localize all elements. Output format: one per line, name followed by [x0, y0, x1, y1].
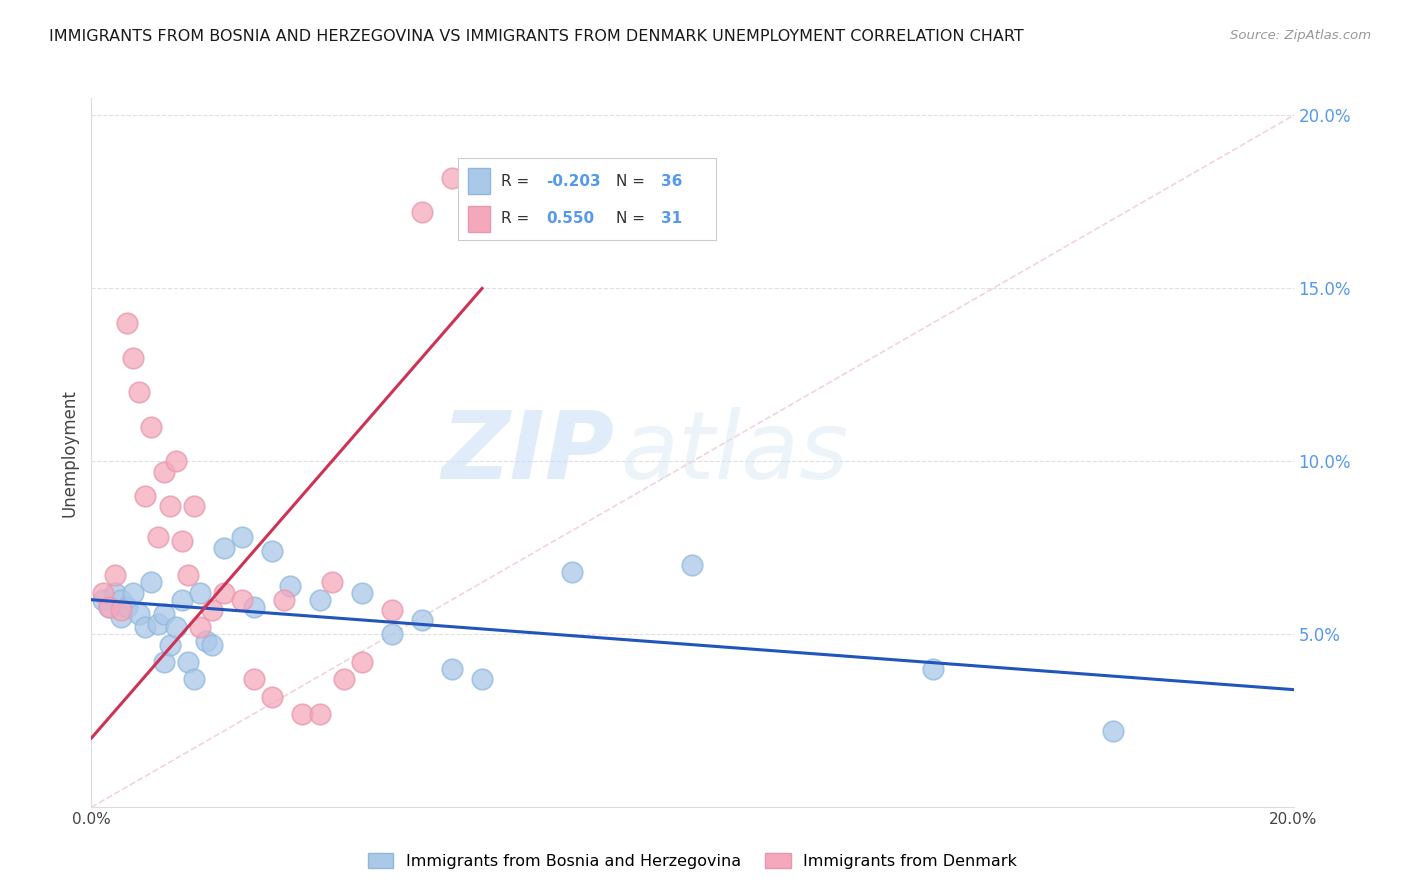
Point: [165, 454, 187, 468]
Text: ZIP: ZIP: [441, 407, 614, 499]
Point: [159, 500, 181, 514]
Point: [1102, 724, 1125, 739]
Point: [146, 616, 169, 631]
Point: [308, 592, 330, 607]
Point: [188, 586, 211, 600]
Point: [201, 638, 224, 652]
Point: [350, 655, 373, 669]
Text: N =: N =: [616, 211, 650, 227]
Point: [93, 586, 115, 600]
Text: 0.550: 0.550: [546, 211, 595, 227]
Point: [104, 586, 127, 600]
Point: [176, 655, 198, 669]
Point: [242, 673, 264, 687]
Point: [152, 655, 174, 669]
Point: [183, 673, 205, 687]
Point: [110, 592, 132, 607]
Text: IMMIGRANTS FROM BOSNIA AND HERZEGOVINA VS IMMIGRANTS FROM DENMARK UNEMPLOYMENT C: IMMIGRANTS FROM BOSNIA AND HERZEGOVINA V…: [49, 29, 1024, 44]
Point: [922, 662, 945, 676]
Point: [134, 489, 156, 503]
Point: [170, 592, 193, 607]
Point: [104, 568, 127, 582]
Point: [291, 706, 314, 721]
Point: [381, 603, 404, 617]
Text: -0.203: -0.203: [546, 174, 600, 189]
Point: [212, 586, 235, 600]
Text: 31: 31: [661, 211, 682, 227]
Point: [561, 565, 583, 579]
Legend: Immigrants from Bosnia and Herzegovina, Immigrants from Denmark: Immigrants from Bosnia and Herzegovina, …: [361, 847, 1024, 875]
Point: [440, 662, 463, 676]
Point: [152, 465, 174, 479]
Point: [117, 599, 139, 614]
Point: [188, 620, 211, 634]
Point: [134, 620, 156, 634]
Point: [260, 544, 283, 558]
Point: [117, 316, 139, 330]
Point: [201, 603, 224, 617]
Point: [141, 575, 163, 590]
Point: [183, 500, 205, 514]
Point: [440, 170, 463, 185]
Point: [242, 599, 264, 614]
Point: [98, 599, 121, 614]
Text: R =: R =: [501, 211, 538, 227]
Point: [278, 579, 301, 593]
Point: [471, 673, 494, 687]
Point: [110, 610, 132, 624]
Point: [146, 531, 169, 545]
Point: [194, 634, 217, 648]
Point: [122, 586, 145, 600]
Point: [170, 533, 193, 548]
Point: [141, 419, 163, 434]
Text: N =: N =: [616, 174, 650, 189]
Point: [411, 614, 433, 628]
Point: [231, 592, 253, 607]
Point: [159, 638, 181, 652]
Point: [128, 607, 150, 621]
Point: [231, 531, 253, 545]
Point: [333, 673, 356, 687]
Bar: [468, 169, 491, 194]
Point: [321, 575, 343, 590]
Point: [128, 385, 150, 400]
Point: [176, 568, 198, 582]
Point: [308, 706, 330, 721]
Text: atlas: atlas: [620, 407, 849, 499]
Point: [122, 351, 145, 365]
Point: [381, 627, 404, 641]
Point: [98, 599, 121, 614]
Text: 36: 36: [661, 174, 682, 189]
Point: [681, 558, 703, 573]
Text: R =: R =: [501, 174, 534, 189]
Point: [260, 690, 283, 704]
Point: [350, 586, 373, 600]
Point: [273, 592, 295, 607]
Point: [411, 205, 433, 219]
Text: Source: ZipAtlas.com: Source: ZipAtlas.com: [1230, 29, 1371, 42]
Point: [165, 620, 187, 634]
Point: [212, 541, 235, 555]
Y-axis label: Unemployment: Unemployment: [60, 389, 79, 516]
Point: [152, 607, 174, 621]
Point: [110, 603, 132, 617]
Point: [93, 592, 115, 607]
Bar: [468, 206, 491, 232]
